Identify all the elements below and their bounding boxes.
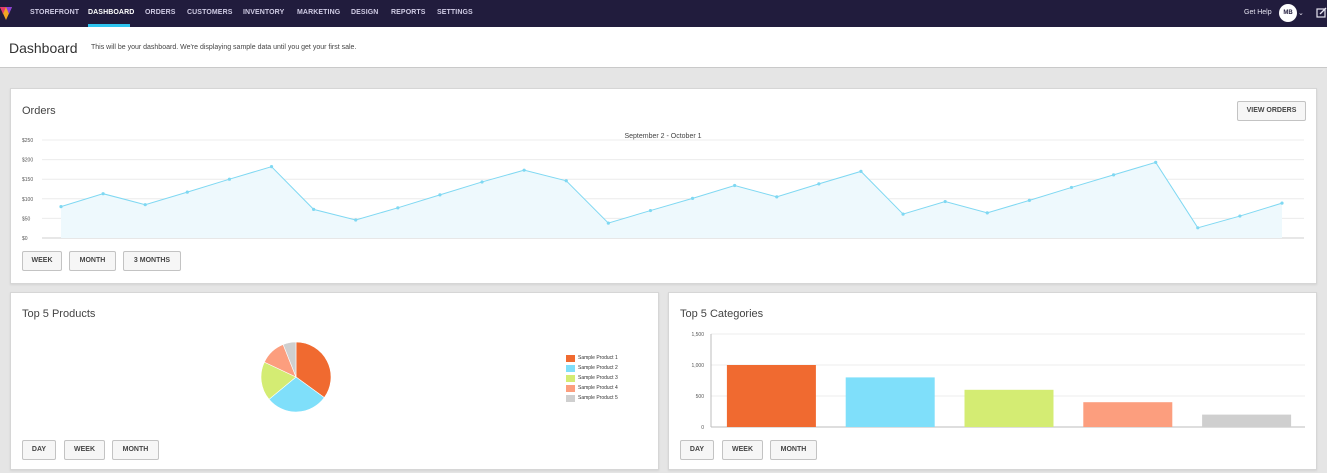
y-tick-label: $0 [22, 236, 28, 242]
data-point[interactable] [901, 212, 905, 216]
legend-label: Sample Product 4 [578, 385, 618, 391]
page-subtitle: This will be your dashboard. We're displ… [91, 44, 357, 51]
page-header: Dashboard This will be your dashboard. W… [0, 27, 1327, 68]
data-point[interactable] [606, 221, 610, 225]
orders-title: Orders [22, 105, 56, 117]
pie-slice[interactable] [295, 341, 332, 398]
products-pie-chart [260, 341, 332, 413]
data-point[interactable] [733, 183, 737, 188]
chart-date-range: September 2 - October 1 [624, 133, 701, 140]
y-tick-label: $100 [22, 197, 33, 203]
range-3-months-button[interactable]: 3 MONTHS [123, 251, 181, 271]
orders-line-chart: September 2 - October 1 $0 $50 $100 $150 $20… [22, 133, 1304, 242]
range-month-button[interactable]: MONTH [69, 251, 116, 271]
nav-item-marketing[interactable]: MARKETING [297, 9, 341, 16]
category-bar[interactable] [726, 365, 816, 427]
data-point[interactable] [480, 180, 484, 184]
data-point[interactable] [101, 192, 105, 196]
data-point[interactable] [143, 203, 147, 207]
data-point[interactable] [1238, 214, 1242, 218]
external-link-icon[interactable] [1316, 7, 1327, 18]
y-tick-label: 1,000 [691, 363, 704, 369]
pie-slice[interactable] [268, 376, 325, 413]
data-point[interactable] [985, 211, 989, 215]
data-point[interactable] [227, 177, 232, 181]
data-point[interactable] [269, 165, 274, 169]
data-point[interactable] [943, 199, 947, 204]
chevron-down-icon[interactable]: ⌄ [1298, 10, 1304, 17]
legend-label: Sample Product 1 [578, 355, 618, 361]
y-tick-label: $200 [22, 158, 33, 164]
categories-bar-chart: 0 500 1,000 1,500 [691, 332, 1305, 431]
orders-area-fill [61, 162, 1282, 238]
nav-item-orders[interactable]: ORDERS [145, 9, 176, 16]
top-categories-title: Top 5 Categories [680, 308, 764, 320]
legend-swatch [566, 355, 575, 362]
data-point[interactable] [1111, 173, 1116, 177]
legend-swatch [566, 375, 575, 382]
data-point[interactable] [1027, 198, 1031, 202]
logo-icon[interactable] [0, 4, 12, 22]
nav-item-dashboard[interactable]: DASHBOARD [88, 9, 135, 16]
categories-week-button[interactable]: WEEK [722, 440, 763, 460]
data-point[interactable] [1196, 226, 1200, 230]
active-tab-indicator [88, 24, 130, 27]
data-point[interactable] [1154, 160, 1158, 164]
page-title: Dashboard [9, 40, 78, 56]
legend-label: Sample Product 2 [578, 365, 618, 371]
data-point[interactable] [1280, 201, 1284, 205]
nav-item-settings[interactable]: SETTINGS [437, 9, 473, 16]
y-tick-label: $150 [22, 177, 33, 183]
y-tick-label: $250 [22, 138, 33, 144]
legend-label: Sample Product 5 [578, 395, 618, 401]
nav-item-storefront[interactable]: STOREFRONT [30, 9, 80, 16]
avatar[interactable]: MB [1279, 4, 1297, 22]
data-point[interactable] [817, 182, 821, 186]
categories-day-button[interactable]: DAY [680, 440, 714, 460]
data-point[interactable] [522, 168, 526, 172]
y-tick-label: 1,500 [691, 332, 704, 338]
data-point[interactable] [775, 195, 779, 199]
y-tick-label: 500 [696, 394, 705, 400]
products-month-button[interactable]: MONTH [112, 440, 159, 460]
y-tick-label: 0 [701, 425, 704, 431]
data-point[interactable] [396, 206, 400, 210]
data-point[interactable] [648, 208, 653, 213]
products-week-button[interactable]: WEEK [64, 440, 105, 460]
nav-item-inventory[interactable]: INVENTORY [243, 9, 285, 16]
view-orders-button[interactable]: VIEW ORDERS [1237, 101, 1306, 121]
legend-swatch [566, 385, 575, 392]
data-point[interactable] [690, 196, 695, 201]
legend-swatch [566, 395, 575, 402]
legend-swatch [566, 365, 575, 372]
pie-slice[interactable] [282, 341, 297, 378]
data-point[interactable] [354, 218, 358, 222]
pie-slice[interactable] [260, 361, 297, 400]
category-bar[interactable] [845, 377, 935, 427]
orders-series-line [60, 161, 1283, 229]
data-point[interactable] [59, 205, 63, 209]
data-point[interactable] [1069, 185, 1074, 190]
data-point[interactable] [564, 179, 568, 183]
categories-month-button[interactable]: MONTH [770, 440, 817, 460]
category-bar[interactable] [1083, 402, 1173, 427]
top-products-title: Top 5 Products [22, 308, 96, 320]
get-help-link[interactable]: Get Help [1244, 9, 1272, 16]
data-point[interactable] [312, 207, 316, 211]
data-point[interactable] [185, 190, 189, 194]
data-point[interactable] [859, 169, 863, 173]
nav-item-customers[interactable]: CUSTOMERS [187, 9, 233, 16]
nav-item-design[interactable]: DESIGN [351, 9, 379, 16]
products-day-button[interactable]: DAY [22, 440, 56, 460]
category-bar[interactable] [964, 389, 1054, 427]
data-point[interactable] [438, 193, 442, 197]
range-week-button[interactable]: WEEK [22, 251, 62, 271]
top-navigation-bar: STOREFRONT DASHBOARD ORDERS CUSTOMERS IN… [0, 0, 1327, 27]
nav-item-reports[interactable]: REPORTS [391, 9, 426, 16]
y-tick-label: $50 [22, 216, 31, 222]
category-bar[interactable] [1202, 414, 1292, 427]
legend-label: Sample Product 3 [578, 375, 618, 381]
